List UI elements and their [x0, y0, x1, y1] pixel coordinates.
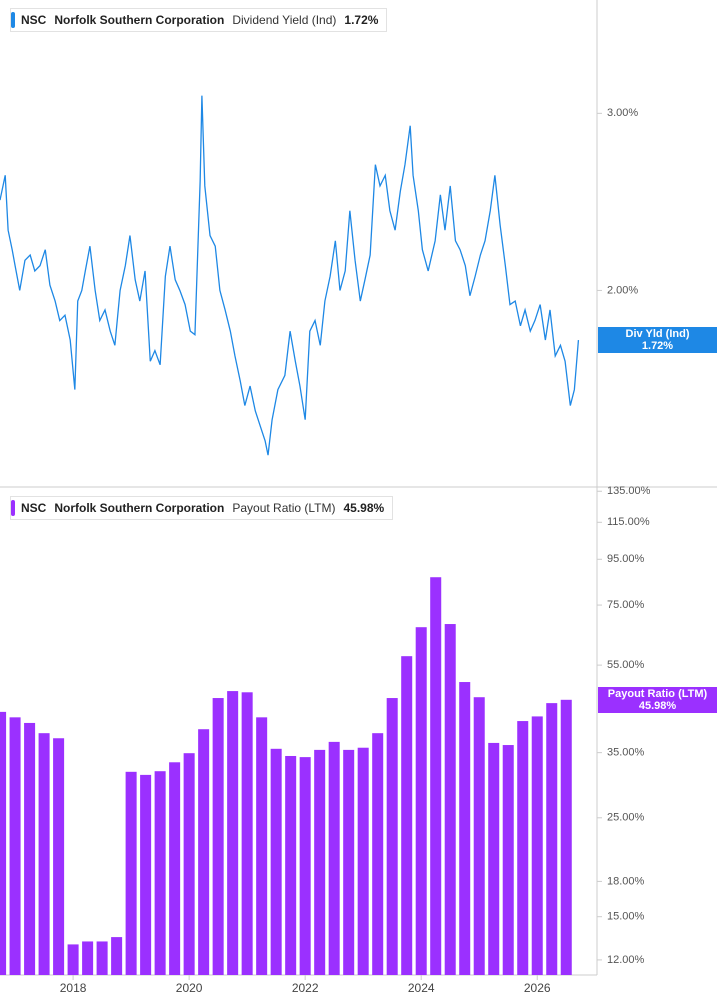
- bar: [444, 624, 456, 975]
- bar: [459, 682, 471, 975]
- legend: NSC Norfolk Southern Corporation Dividen…: [10, 8, 388, 32]
- company: Norfolk Southern Corporation: [54, 501, 225, 515]
- legend: NSC Norfolk Southern Corporation Payout …: [10, 496, 394, 520]
- bar: [270, 748, 282, 975]
- badge-label: Payout Ratio (LTM): [607, 687, 708, 700]
- bar: [9, 717, 21, 975]
- company: Norfolk Southern Corporation: [54, 13, 225, 27]
- bar: [299, 757, 311, 975]
- y-tick-label: 95.00%: [607, 553, 645, 565]
- metric: Dividend Yield (Ind): [232, 13, 337, 27]
- legend-swatch: [11, 500, 15, 516]
- bar: [285, 755, 297, 975]
- bar: [125, 771, 137, 975]
- bar: [473, 697, 485, 975]
- bar: [328, 741, 340, 975]
- bar: [415, 627, 427, 975]
- ticker: NSC: [21, 13, 47, 27]
- ticker: NSC: [21, 501, 47, 515]
- bar: [241, 692, 253, 975]
- legend-swatch: [11, 12, 15, 28]
- bar: [38, 733, 50, 975]
- series-line: [0, 95, 580, 456]
- y-tick-label: 2.00%: [607, 284, 638, 296]
- bar: [256, 717, 268, 975]
- bar: [314, 749, 326, 975]
- bar: [53, 738, 65, 975]
- y-tick-label: 75.00%: [607, 599, 645, 611]
- bar: [401, 656, 413, 975]
- bar: [517, 721, 529, 975]
- bar: [227, 691, 239, 975]
- bar: [67, 944, 79, 975]
- y-tick-label: 115.00%: [607, 516, 650, 528]
- x-tick-label: 2018: [60, 981, 87, 995]
- x-tick-label: 2024: [408, 981, 435, 995]
- badge-value: 1.72%: [641, 340, 674, 352]
- bar: [111, 937, 123, 975]
- y-tick-label: 15.00%: [607, 911, 645, 923]
- y-tick-label: 135.00%: [607, 485, 651, 497]
- x-tick-label: 2022: [292, 981, 319, 995]
- bar: [430, 577, 442, 975]
- bar: [0, 711, 7, 975]
- bar: [154, 771, 166, 975]
- metric: Payout Ratio (LTM): [232, 501, 336, 515]
- y-tick-label: 18.00%: [607, 875, 645, 887]
- badge-value: 45.98%: [638, 699, 677, 712]
- bar: [212, 698, 224, 975]
- y-tick-label: 55.00%: [607, 659, 645, 671]
- last-value: 1.72%: [344, 13, 379, 27]
- y-tick-label: 35.00%: [607, 747, 645, 759]
- x-tick-label: 2026: [524, 981, 551, 995]
- bar: [372, 733, 384, 975]
- bar: [546, 703, 558, 975]
- bar: [343, 749, 355, 975]
- last-value-badge: Div Yld (Ind) 1.72%: [598, 327, 717, 353]
- bar: [502, 745, 514, 975]
- badge-label: Div Yld (Ind): [625, 328, 690, 340]
- bar: [560, 699, 572, 975]
- bar: [198, 729, 210, 975]
- bar: [169, 762, 181, 975]
- bar: [140, 774, 152, 975]
- bar: [96, 941, 108, 975]
- bar: [24, 722, 36, 975]
- bar: [183, 753, 195, 975]
- bar: [357, 747, 369, 975]
- y-tick-label: 12.00%: [607, 954, 645, 966]
- x-tick-label: 2020: [176, 981, 203, 995]
- bar: [386, 698, 398, 975]
- y-tick-label: 25.00%: [607, 812, 645, 824]
- last-value: 45.98%: [343, 501, 385, 515]
- bar: [531, 716, 543, 975]
- last-value-badge: Payout Ratio (LTM) 45.98%: [598, 686, 717, 713]
- bar: [488, 742, 500, 975]
- y-tick-label: 3.00%: [607, 107, 638, 119]
- bar: [82, 941, 94, 975]
